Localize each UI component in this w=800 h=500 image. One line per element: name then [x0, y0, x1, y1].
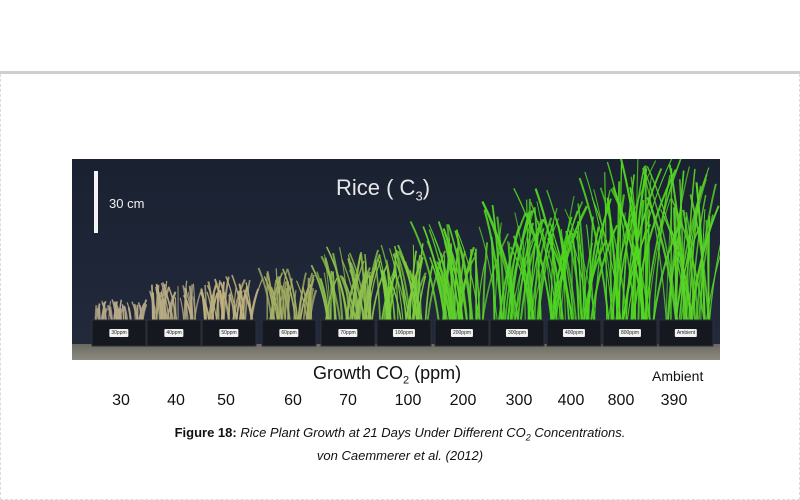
pot-label: 40ppm [164, 329, 184, 337]
figure-caption: Figure 18: Rice Plant Growth at 21 Days … [0, 424, 800, 465]
axis-tick-label: 70 [339, 392, 357, 409]
axis-tick-label: 200 [449, 392, 477, 409]
frame-left-border [0, 74, 2, 500]
pot-label: 60ppm [279, 329, 299, 337]
pot-label: 800ppm [618, 329, 642, 337]
figure-title-part2: Concentrations. [530, 425, 626, 440]
axis-title: Growth CO2 (ppm) [313, 363, 461, 387]
scale-bar-label: 30 cm [109, 196, 145, 211]
ambient-label: Ambient [652, 368, 704, 384]
photo-table-surface [72, 344, 720, 360]
axis-tick-label: 100 [394, 392, 422, 409]
axis-tick-label: 50 [217, 392, 235, 409]
pot-label: 70ppm [338, 329, 358, 337]
rice-growth-photo [72, 159, 720, 360]
axis-tick-label: 400 [557, 392, 585, 409]
axis-title-unit: (ppm) [409, 363, 462, 383]
rice-plant-clump [149, 280, 203, 323]
axis-tick-label: 300 [505, 392, 533, 409]
figure-title-subscript: 2 [525, 432, 531, 443]
pot-label: 400ppm [562, 329, 586, 337]
pot-label: 50ppm [219, 329, 239, 337]
axis-area [72, 360, 720, 412]
figure-citation: von Caemmerer et al. (2012) [316, 447, 484, 463]
rice-plant-clump [642, 164, 720, 323]
rice-plant-clump [310, 246, 388, 323]
figure-caption-line1: Figure 18: Rice Plant Growth at 21 Days … [0, 424, 800, 447]
rice-plant-clump [374, 243, 446, 323]
header-band [0, 0, 800, 72]
axis-title-main: Growth CO [313, 363, 404, 383]
scale-bar [94, 171, 98, 233]
axis-tick-label: 390 [660, 392, 688, 409]
plants-illustration [72, 159, 720, 360]
pot-label: 30ppm [109, 329, 129, 337]
figure-label: Figure 18: [174, 425, 237, 440]
axis-tick-label: 30 [112, 392, 130, 409]
axis-title-subscript: 2 [403, 374, 410, 387]
rice-plant-clump [409, 221, 509, 323]
figure-title-part1: Rice Plant Growth at 21 Days Under Diffe… [236, 425, 526, 440]
axis-tick-label: 800 [607, 392, 635, 409]
photo-title-main: Rice ( C [336, 175, 416, 200]
pot-label: Ambient [674, 329, 698, 337]
rice-plant-clump [199, 274, 264, 323]
photo-title-close: ) [422, 175, 431, 200]
axis-tick-label: 60 [284, 392, 302, 409]
header-divider [0, 71, 800, 74]
rice-plant-clump [257, 267, 318, 323]
pot-label: 300ppm [505, 329, 529, 337]
pot-label: 100ppm [392, 329, 416, 337]
axis-tick-label: 40 [167, 392, 185, 409]
photo-title-subscript: 3 [415, 188, 423, 204]
photo-title: Rice ( C3) [336, 175, 430, 203]
pot-label: 200ppm [450, 329, 474, 337]
rice-plants [94, 159, 720, 323]
rice-plant-clump [513, 188, 619, 323]
rice-plant-clump [578, 159, 682, 323]
